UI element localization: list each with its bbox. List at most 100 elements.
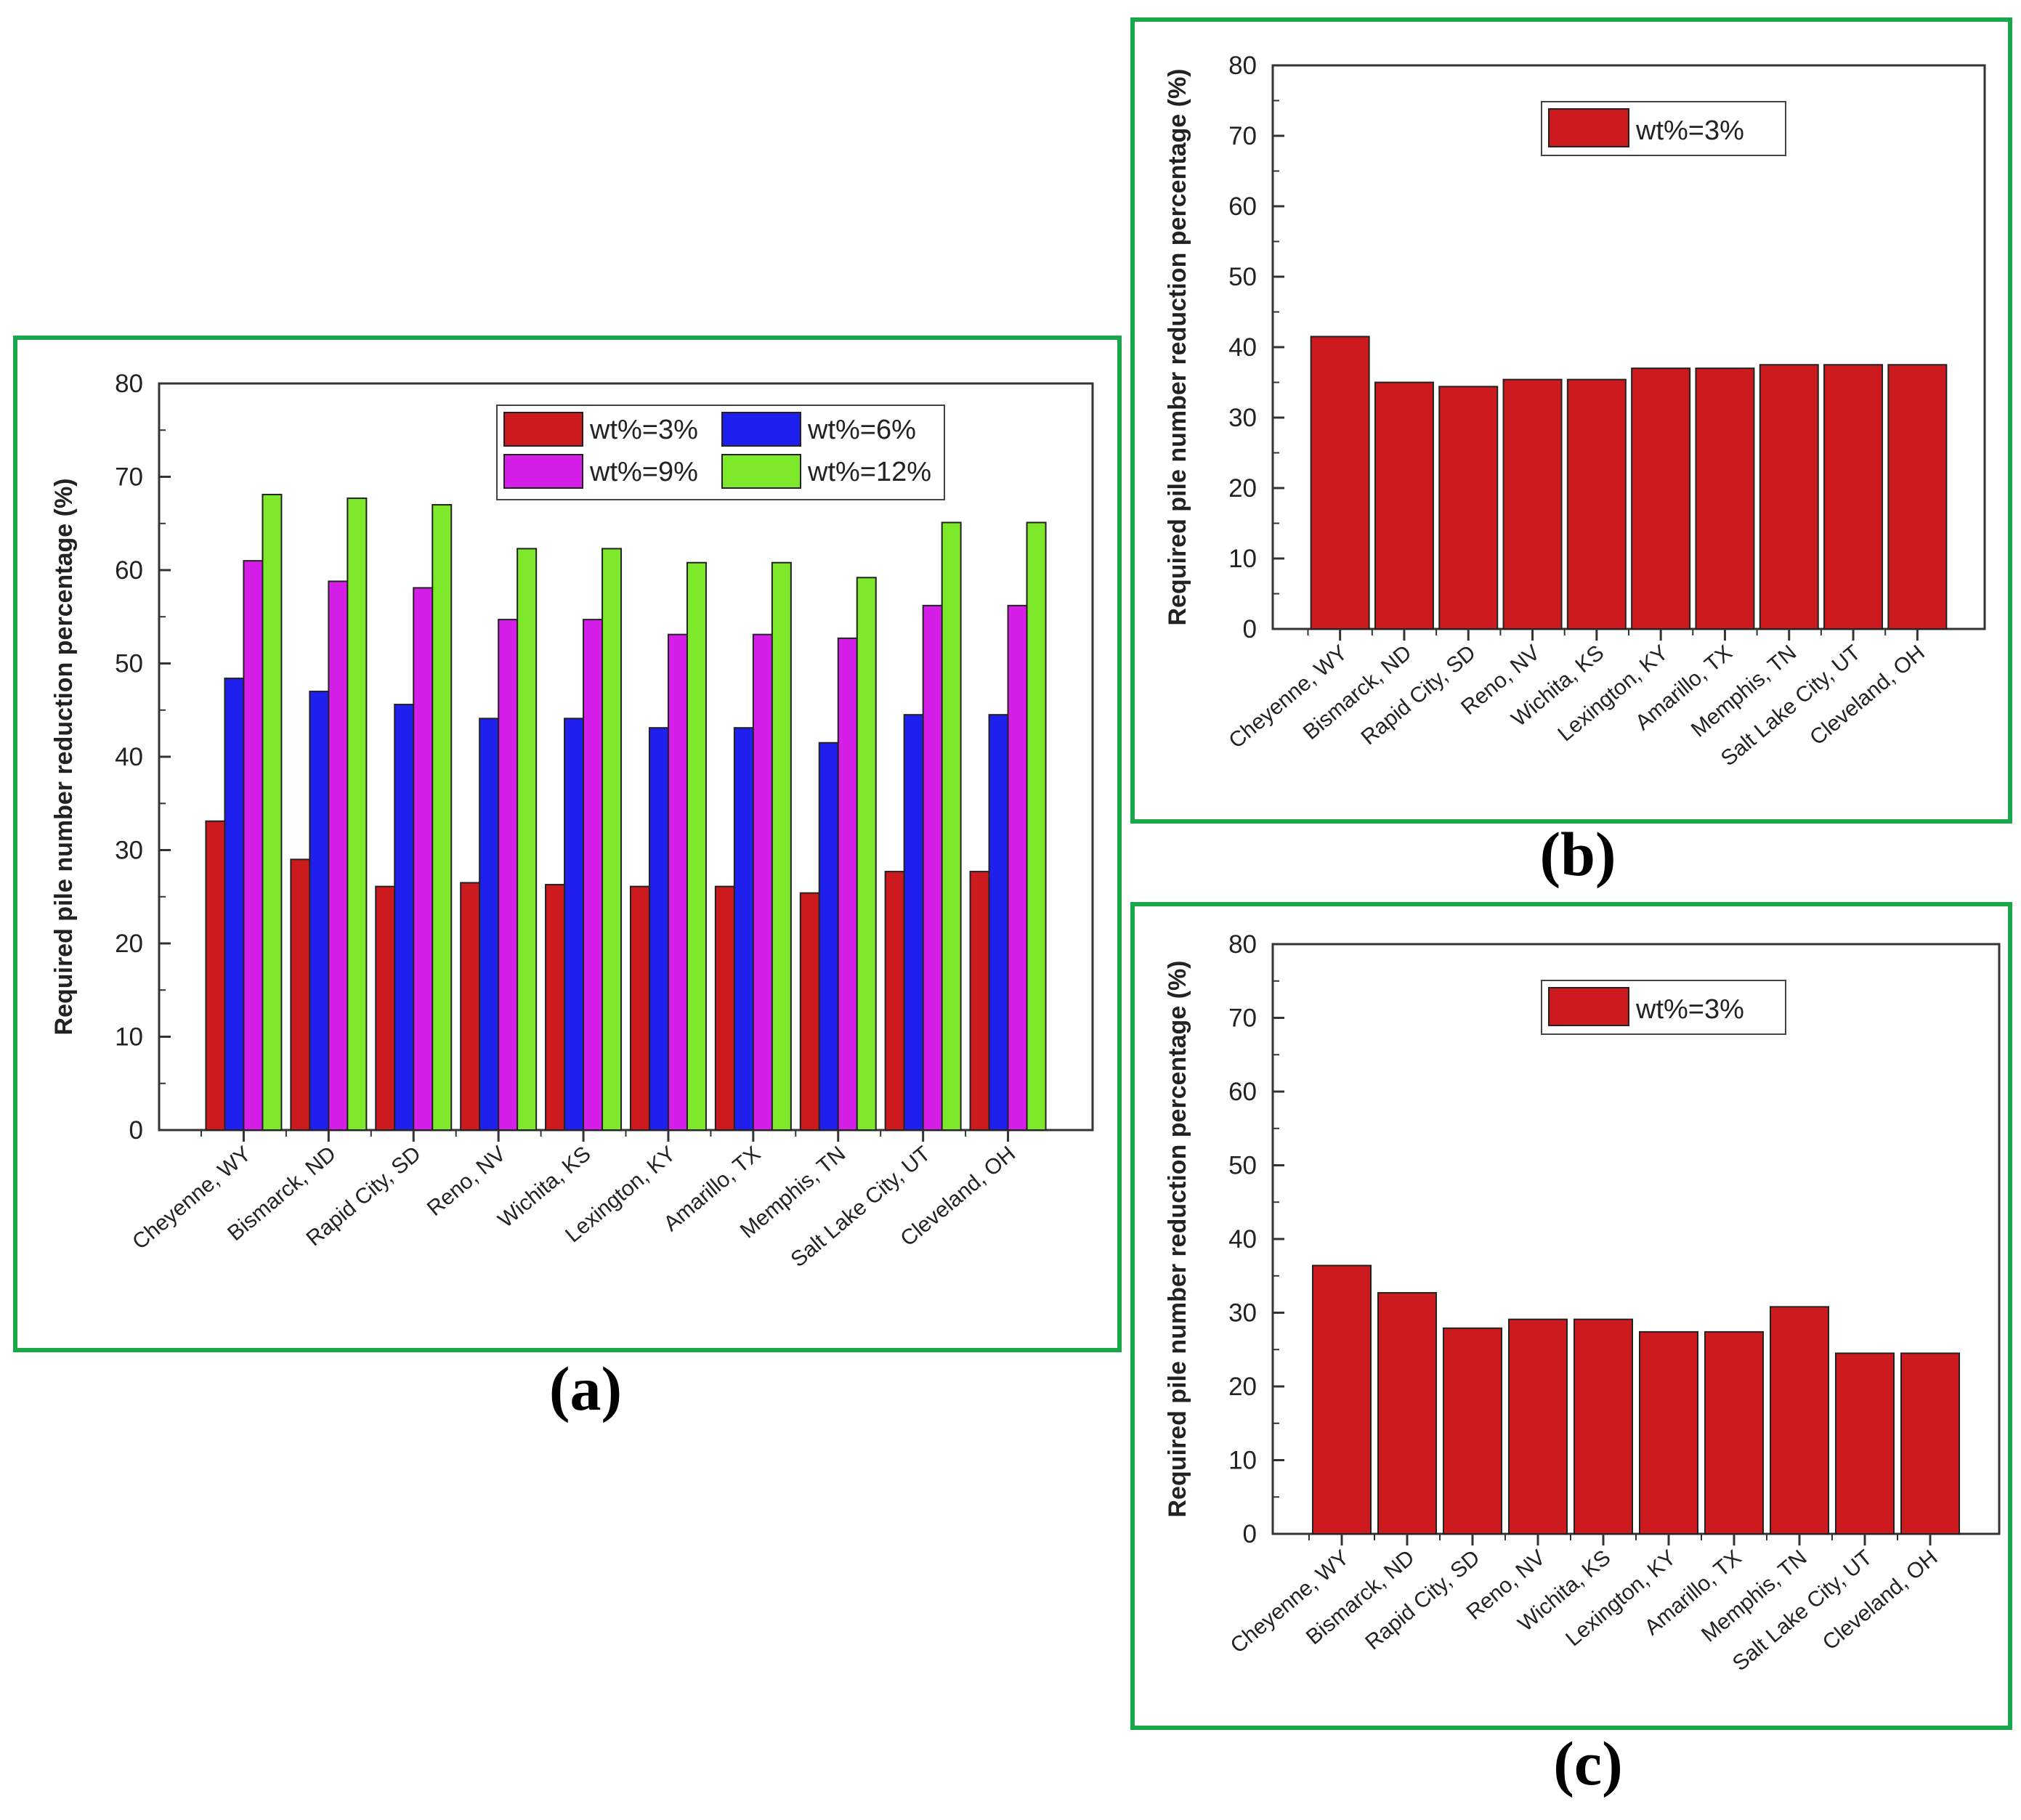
bar-wt%=6%-Bismarck, ND — [309, 691, 330, 1131]
bar-wt%=9%-Memphis, TN — [837, 637, 858, 1131]
legend-swatch-wt%=3% — [1548, 987, 1629, 1026]
x-tick-label: Bismarck, ND — [1299, 641, 1417, 744]
y-tick-label: 50 — [1228, 263, 1257, 291]
bar-wt%=3%-Salt Lake City, UT — [1835, 1352, 1895, 1535]
legend-label: wt%=9% — [589, 457, 698, 487]
bar-wt%=3%-Cleveland, OH — [1887, 364, 1948, 630]
bar-wt%=3%-Wichita, KS — [1574, 1318, 1633, 1535]
legend-label: wt%=3% — [589, 415, 698, 445]
legend-label: wt%=6% — [807, 415, 916, 445]
bar-wt%=3%-Memphis, TN — [1759, 364, 1819, 630]
bar-wt%=12%-Salt Lake City, UT — [941, 521, 962, 1131]
bar-wt%=6%-Wichita, KS — [564, 718, 585, 1131]
legend-swatch-wt%=3% — [1548, 108, 1629, 147]
x-tick-label: Lexington, KY — [1561, 1545, 1680, 1651]
bar-wt%=3%-Lexington, KY — [1639, 1331, 1698, 1535]
bar-wt%=3%-Bismarck, ND — [1374, 381, 1434, 630]
bar-wt%=6%-Salt Lake City, UT — [903, 714, 924, 1131]
bar-wt%=6%-Reno, NV — [479, 718, 500, 1131]
y-tick-label: 40 — [1228, 1225, 1257, 1254]
bar-wt%=3%-Rapid City, SD — [375, 885, 396, 1131]
bar-wt%=6%-Amarillo, TX — [733, 727, 754, 1131]
bar-wt%=6%-Rapid City, SD — [394, 704, 415, 1132]
chart-panel-c: 0 10 20 30 40 50 60 70 80 Required pile number re… — [1130, 902, 2012, 1730]
y-tick-label: 60 — [115, 556, 143, 585]
chart-c: 0 10 20 30 40 50 60 70 80 Required pile number re… — [1164, 930, 2001, 1675]
legend-label: wt%=3% — [1635, 115, 1744, 146]
y-tick-label: 10 — [115, 1023, 143, 1052]
bar-wt%=6%-Lexington, KY — [648, 727, 669, 1131]
bar-wt%=12%-Reno, NV — [517, 548, 538, 1131]
y-tick-label: 60 — [1228, 192, 1257, 221]
y-tick-label: 20 — [1228, 1373, 1257, 1401]
y-tick-label: 80 — [115, 370, 143, 398]
bar-wt%=12%-Cleveland, OH — [1026, 521, 1047, 1131]
bar-wt%=12%-Amarillo, TX — [771, 561, 792, 1132]
y-tick-label: 80 — [1228, 930, 1257, 959]
legend-label: wt%=3% — [1635, 994, 1744, 1025]
bar-wt%=3%-Rapid City, SD — [1443, 1327, 1502, 1535]
bar-wt%=12%-Bismarck, ND — [347, 497, 368, 1131]
y-tick-label: 60 — [1228, 1078, 1257, 1106]
bar-wt%=3%-Salt Lake City, UT — [884, 871, 905, 1131]
chart-a: 0 10 20 30 40 50 60 70 80 Required pile number re… — [50, 370, 1094, 1272]
bar-wt%=12%-Wichita, KS — [602, 548, 623, 1131]
bar-wt%=3%-Reno, NV — [1502, 378, 1563, 630]
y-tick-label: 50 — [1228, 1152, 1257, 1180]
bar-wt%=3%-Cheyenne, WY — [205, 820, 226, 1131]
x-tick-label: Rapid City, SD — [1357, 641, 1481, 749]
bar-wt%=3%-Amarillo, TX — [1695, 367, 1755, 630]
x-tick-label: Cheyenne, WY — [1226, 1545, 1354, 1658]
y-tick-label: 30 — [1228, 404, 1257, 432]
x-tick-label: Cleveland, OH — [1818, 1545, 1943, 1655]
legend-swatch-wt%=9% — [503, 454, 583, 489]
bar-wt%=6%-Cleveland, OH — [988, 714, 1009, 1131]
chart-b: 0 10 20 30 40 50 60 70 80 Required pile number re… — [1164, 52, 1986, 771]
y-axis-label: Required pile number reduction percentag… — [1164, 960, 1191, 1517]
bar-wt%=3%-Reno, NV — [1508, 1318, 1568, 1535]
bar-wt%=3%-Reno, NV — [460, 882, 481, 1131]
caption-a: (a) — [548, 1354, 623, 1423]
y-tick-label: 10 — [1228, 545, 1257, 573]
bar-wt%=3%-Rapid City, SD — [1438, 386, 1499, 630]
legend-swatch-wt%=6% — [721, 412, 801, 447]
y-tick-label: 40 — [115, 743, 143, 771]
chart-panel-b: 0 10 20 30 40 50 60 70 80 Required pile number re… — [1130, 17, 2012, 824]
y-tick-label: 10 — [1228, 1447, 1257, 1475]
bar-wt%=9%-Cleveland, OH — [1007, 604, 1028, 1131]
bar-wt%=12%-Lexington, KY — [686, 561, 707, 1132]
bar-wt%=3%-Wichita, KS — [545, 884, 566, 1131]
y-tick-label: 20 — [1228, 474, 1257, 503]
y-axis-label: Required pile number reduction percentag… — [1164, 68, 1191, 625]
bar-wt%=3%-Wichita, KS — [1566, 378, 1627, 630]
x-tick-label: Lexington, KY — [1553, 641, 1672, 746]
bar-wt%=12%-Rapid City, SD — [432, 504, 453, 1132]
y-tick-label: 30 — [1228, 1299, 1257, 1328]
bar-wt%=3%-Bismarck, ND — [290, 858, 311, 1131]
chart-panel-a: 0 10 20 30 40 50 60 70 80 Required pile number re… — [13, 336, 1122, 1352]
bar-wt%=9%-Lexington, KY — [667, 633, 688, 1132]
y-tick-label: 40 — [1228, 333, 1257, 362]
bar-wt%=3%-Lexington, KY — [629, 885, 650, 1131]
bar-wt%=6%-Memphis, TN — [818, 742, 839, 1131]
bar-wt%=3%-Amarillo, TX — [1704, 1331, 1764, 1535]
caption-b: (b) — [1539, 819, 1616, 889]
y-tick-label: 70 — [1228, 1004, 1257, 1033]
caption-c: (c) — [1553, 1728, 1623, 1798]
bar-wt%=9%-Reno, NV — [498, 619, 519, 1132]
bar-wt%=9%-Bismarck, ND — [328, 580, 349, 1132]
bar-wt%=3%-Memphis, TN — [799, 892, 820, 1131]
y-tick-label: 0 — [1243, 615, 1257, 643]
bar-wt%=9%-Salt Lake City, UT — [922, 604, 943, 1131]
bar-wt%=6%-Cheyenne, WY — [224, 678, 245, 1131]
bar-wt%=9%-Cheyenne, WY — [243, 560, 264, 1131]
bar-wt%=3%-Cleveland, OH — [1900, 1352, 1960, 1535]
bar-wt%=12%-Cheyenne, WY — [262, 493, 283, 1132]
bar-wt%=3%-Bismarck, ND — [1377, 1292, 1437, 1535]
y-tick-label: 0 — [1243, 1520, 1257, 1548]
legend-swatch-wt%=3% — [503, 412, 583, 447]
bar-wt%=9%-Rapid City, SD — [413, 587, 434, 1132]
y-tick-label: 0 — [129, 1116, 143, 1145]
bar-wt%=3%-Cheyenne, WY — [1310, 336, 1370, 630]
bar-wt%=3%-Memphis, TN — [1770, 1306, 1829, 1535]
